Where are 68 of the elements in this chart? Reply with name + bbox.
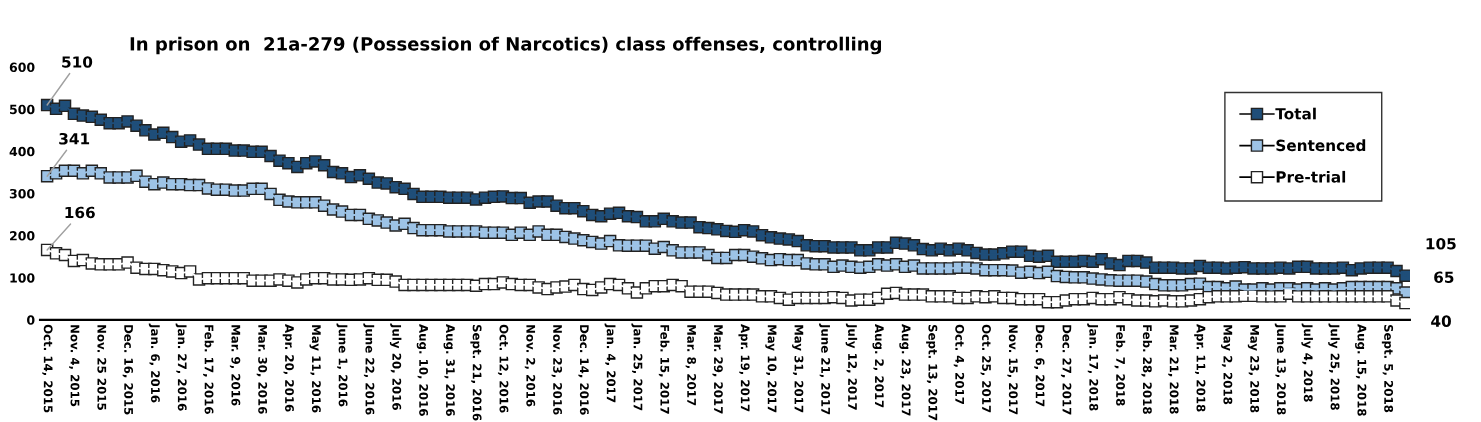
x-tick-label: Dec. 27, 2017 (1060, 325, 1072, 415)
x-tick-label: Jan. 25, 2017 (631, 323, 643, 411)
x-tick-label: Aug. 10, 2016 (416, 324, 429, 416)
x-tick-label: July 20, 2016 (389, 323, 402, 410)
x-tick-label: June 13, 2018 (1274, 323, 1286, 415)
x-tick-label: Oct. 14, 2015 (42, 324, 53, 413)
x-tick-label: May 23, 2018 (1247, 325, 1260, 413)
x-tick-label: Feb. 28, 2018 (1141, 325, 1153, 414)
annotation: 166 (65, 206, 95, 219)
x-tick-label: Aug. 23, 2017 (899, 324, 911, 416)
x-tick-label: Sept. 21, 2016 (470, 324, 482, 421)
y-tick-label: 300 (9, 188, 35, 199)
x-tick-label: Nov. 2, 2016 (524, 325, 536, 407)
x-tick-label: July 12, 2017 (845, 323, 858, 410)
x-tick-label: Nov. 23, 2016 (551, 325, 563, 415)
x-tick-label: May 31, 2017 (792, 325, 804, 413)
x-tick-label: Feb. 17, 2016 (203, 325, 214, 414)
text: 105 (1426, 237, 1456, 250)
x-tick-label: July 25, 2018 (1328, 323, 1340, 410)
x-tick-label: Sept. 5, 2018 (1381, 324, 1394, 413)
x-tick-label: Jan. 6, 2016 (148, 323, 160, 403)
x-tick-label: May 2, 2018 (1221, 325, 1233, 405)
x-tick-label: Oct. 4, 2017 (953, 324, 965, 405)
legend-label: Sentenced (1276, 139, 1366, 152)
annotation: 510 (62, 56, 93, 68)
x-tick-label: Nov. 4, 2015 (69, 325, 80, 407)
x-tick-label: Mar. 29, 2017 (712, 325, 723, 414)
text: 40 (1431, 315, 1451, 327)
x-tick-label: Mar. 9, 2016 (229, 325, 241, 406)
x-tick-label: Dec. 16, 2015 (122, 325, 134, 415)
chart-title: In prison on 21a-279 (Possession of Narcotics) class offenses, controlling (130, 36, 882, 55)
x-tick-label: Feb. 7, 2018 (1114, 325, 1126, 406)
x-tick-label: Mar. 21, 2018 (1168, 325, 1179, 414)
x-tick-label: Jan. 17, 2018 (1087, 323, 1099, 411)
x-tick-label: Apr. 19, 2017 (738, 324, 750, 412)
x-tick-label: Aug. 15, 2018 (1355, 324, 1367, 416)
x-tick-label: Sept. 13, 2017 (926, 324, 938, 421)
y-tick-label: 0 (27, 315, 35, 325)
x-tick-label: May 11, 2016 (309, 325, 321, 413)
annotation: 341 (59, 132, 90, 145)
x-tick-label: Nov. 25 2015 (97, 325, 107, 410)
x-tick-label: Jan. 27, 2016 (175, 323, 187, 411)
y-tick-label: 500 (10, 104, 35, 115)
legend-label: Pre-trial (1276, 170, 1346, 183)
x-tick-label: Oct. 25, 2017 (980, 324, 991, 413)
x-tick-label: June 21, 2017 (818, 323, 831, 415)
x-tick-label: Apr. 11, 2018 (1194, 324, 1206, 412)
x-tick-label: Nov. 15, 2017 (1007, 325, 1018, 415)
x-tick-label: June 22, 2016 (363, 323, 375, 415)
y-tick-label: 600 (9, 62, 35, 73)
x-tick-label: Aug. 31, 2016 (443, 324, 455, 416)
x-tick-label: Mar. 8, 2017 (685, 325, 697, 406)
y-tick-label: 100 (10, 273, 35, 283)
legend-label: Total (1275, 107, 1316, 120)
x-tick-label: Aug. 2, 2017 (872, 324, 884, 408)
x-tick-label: Apr. 20, 2016 (282, 324, 294, 412)
x-tick-label: July 4, 2018 (1301, 323, 1313, 402)
y-tick-label: 400 (9, 146, 35, 157)
x-tick-label: June 1, 2016 (336, 323, 348, 407)
x-tick-label: Mar. 30, 2016 (256, 325, 268, 414)
x-tick-label: Oct. 12, 2016 (497, 324, 509, 413)
text: 65 (1434, 271, 1454, 284)
x-tick-label: May 10, 2017 (765, 325, 777, 413)
y-tick-label: 200 (10, 231, 35, 241)
x-tick-label: Feb. 15, 2017 (658, 325, 670, 414)
x-tick-label: Jan. 4, 2017 (604, 323, 616, 403)
x-tick-label: Dec. 14, 2016 (578, 325, 589, 415)
x-tick-label: Dec. 6, 2017 (1034, 325, 1045, 407)
